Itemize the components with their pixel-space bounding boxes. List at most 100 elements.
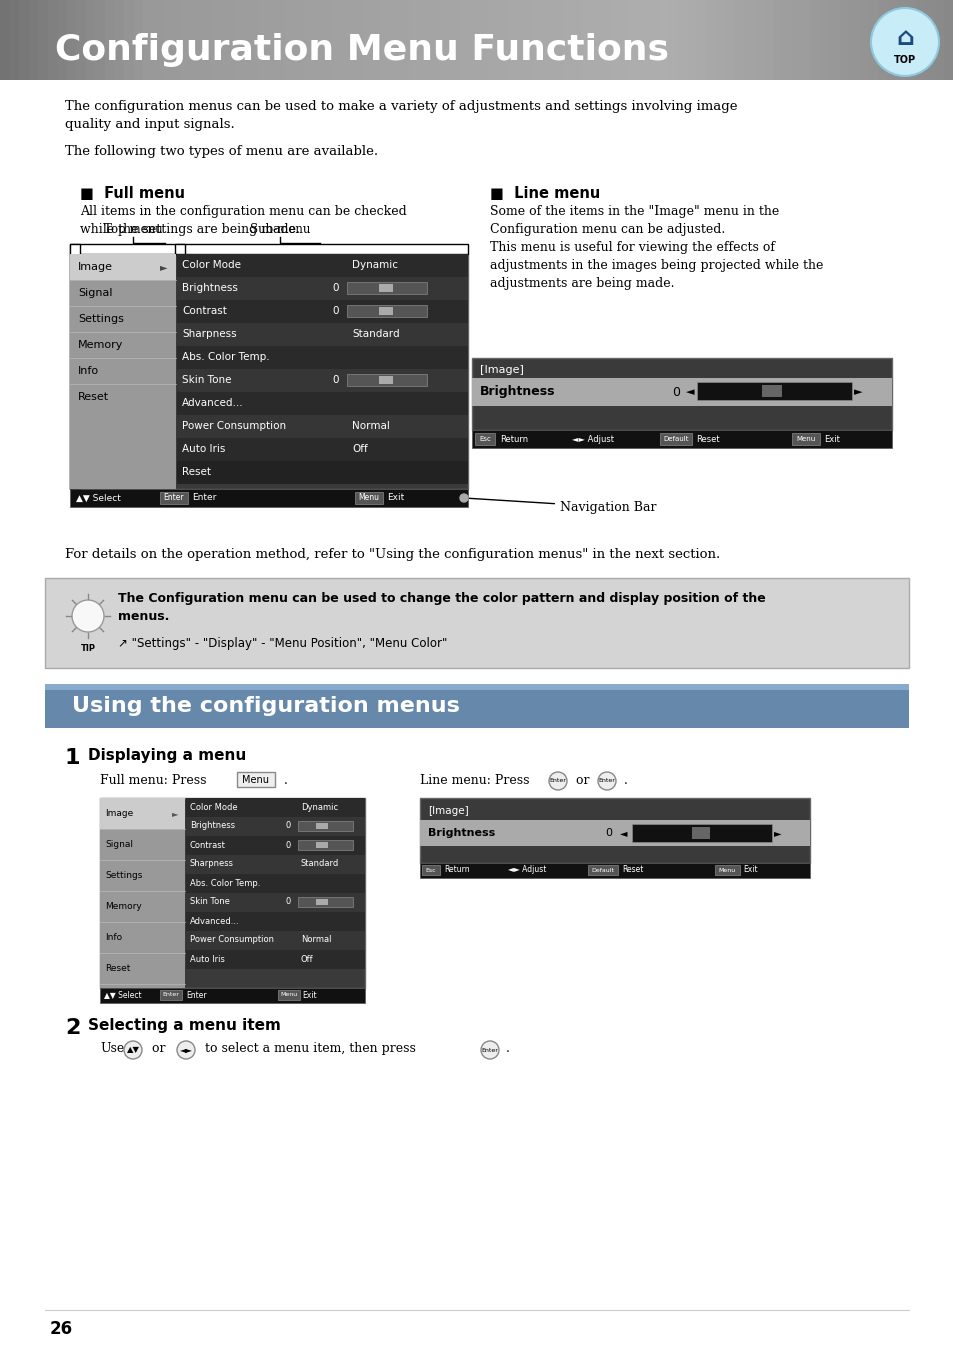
Bar bbox=[600, 0, 612, 80]
Bar bbox=[186, 931, 365, 950]
Bar bbox=[543, 0, 555, 80]
Bar bbox=[100, 798, 185, 829]
Text: 0: 0 bbox=[332, 375, 338, 385]
Bar bbox=[515, 0, 526, 80]
Bar bbox=[743, 0, 755, 80]
Bar bbox=[410, 0, 421, 80]
Text: Return: Return bbox=[499, 435, 528, 444]
Text: Settings: Settings bbox=[78, 315, 124, 324]
Text: 2: 2 bbox=[65, 1018, 80, 1038]
Text: Enter: Enter bbox=[164, 494, 184, 502]
Bar bbox=[505, 0, 517, 80]
Text: Menu: Menu bbox=[358, 494, 379, 502]
Text: Enter: Enter bbox=[598, 779, 615, 783]
Text: Power Consumption: Power Consumption bbox=[190, 936, 274, 945]
Circle shape bbox=[71, 599, 104, 632]
Bar bbox=[591, 0, 602, 80]
Text: [Image]: [Image] bbox=[428, 806, 468, 815]
Text: Full menu: Press: Full menu: Press bbox=[100, 774, 206, 787]
Bar bbox=[848, 0, 860, 80]
Bar bbox=[343, 0, 355, 80]
Bar bbox=[581, 0, 593, 80]
Bar bbox=[0, 0, 11, 80]
Bar bbox=[186, 913, 365, 931]
Bar bbox=[915, 0, 926, 80]
Bar bbox=[45, 684, 908, 728]
Bar bbox=[753, 0, 764, 80]
Bar bbox=[886, 0, 898, 80]
Text: Dynamic: Dynamic bbox=[352, 261, 397, 270]
Bar bbox=[100, 891, 185, 922]
Bar bbox=[524, 0, 536, 80]
Text: Abs. Color Temp.: Abs. Color Temp. bbox=[190, 879, 260, 887]
Bar bbox=[305, 0, 316, 80]
Text: Image: Image bbox=[105, 809, 133, 818]
Text: Menu: Menu bbox=[280, 992, 297, 998]
Text: Top menu: Top menu bbox=[104, 223, 162, 236]
Circle shape bbox=[177, 1041, 194, 1058]
Bar bbox=[19, 0, 30, 80]
Bar bbox=[143, 0, 154, 80]
Text: Selecting a menu item: Selecting a menu item bbox=[88, 1018, 280, 1033]
Bar bbox=[496, 0, 507, 80]
Text: ◄: ◄ bbox=[619, 828, 627, 838]
Bar bbox=[355, 491, 382, 504]
Text: Sub-menu: Sub-menu bbox=[250, 223, 310, 236]
Bar bbox=[70, 244, 80, 489]
Text: Use: Use bbox=[100, 1042, 124, 1054]
Text: Exit: Exit bbox=[302, 991, 316, 999]
Bar bbox=[177, 254, 468, 277]
Text: ►: ► bbox=[172, 809, 178, 818]
Text: Using the configuration menus: Using the configuration menus bbox=[71, 697, 459, 716]
Text: Reset: Reset bbox=[696, 435, 719, 444]
Bar bbox=[177, 277, 468, 300]
Text: .: . bbox=[280, 774, 288, 787]
Text: Some of the items in the "Image" menu in the
Configuration menu can be adjusted.: Some of the items in the "Image" menu in… bbox=[490, 205, 822, 290]
Bar bbox=[648, 0, 659, 80]
Bar bbox=[210, 0, 221, 80]
Bar bbox=[429, 0, 440, 80]
Bar bbox=[200, 0, 212, 80]
Text: 26: 26 bbox=[50, 1320, 73, 1338]
Text: The Configuration menu can be used to change the color pattern and display posit: The Configuration menu can be used to ch… bbox=[118, 593, 765, 622]
Text: Exit: Exit bbox=[387, 494, 404, 502]
Text: Enter: Enter bbox=[162, 992, 179, 998]
Bar bbox=[553, 0, 564, 80]
Ellipse shape bbox=[870, 8, 938, 76]
Text: 0: 0 bbox=[671, 386, 679, 398]
Bar bbox=[781, 0, 793, 80]
Bar bbox=[236, 772, 274, 787]
Text: Enter: Enter bbox=[481, 1048, 497, 1053]
Text: Normal: Normal bbox=[301, 936, 331, 945]
Bar bbox=[315, 824, 328, 829]
Bar bbox=[419, 0, 431, 80]
Text: Line menu: Press: Line menu: Press bbox=[419, 774, 529, 787]
Text: ►: ► bbox=[773, 828, 781, 838]
Text: ⌂: ⌂ bbox=[895, 26, 913, 50]
Bar bbox=[238, 0, 250, 80]
Bar bbox=[160, 990, 182, 1000]
Bar bbox=[810, 0, 821, 80]
Circle shape bbox=[480, 1041, 498, 1058]
Bar bbox=[419, 863, 809, 878]
Bar bbox=[177, 323, 468, 346]
Bar bbox=[160, 491, 188, 504]
Text: Menu: Menu bbox=[796, 436, 815, 441]
Bar bbox=[174, 244, 185, 254]
Text: Info: Info bbox=[78, 366, 99, 377]
Bar bbox=[186, 892, 365, 913]
Circle shape bbox=[548, 772, 566, 790]
Bar bbox=[419, 819, 809, 846]
Bar bbox=[100, 988, 365, 1003]
Text: Configuration Menu Functions: Configuration Menu Functions bbox=[55, 32, 668, 68]
Text: ►: ► bbox=[853, 387, 862, 397]
Text: ▲▼ Select: ▲▼ Select bbox=[104, 991, 141, 999]
Text: TOP: TOP bbox=[893, 55, 915, 65]
Bar bbox=[70, 358, 175, 383]
Text: Color Mode: Color Mode bbox=[182, 261, 241, 270]
Bar bbox=[697, 382, 851, 400]
Text: Normal: Normal bbox=[352, 421, 390, 431]
Bar bbox=[924, 0, 936, 80]
Bar bbox=[587, 865, 618, 875]
Bar bbox=[724, 0, 736, 80]
